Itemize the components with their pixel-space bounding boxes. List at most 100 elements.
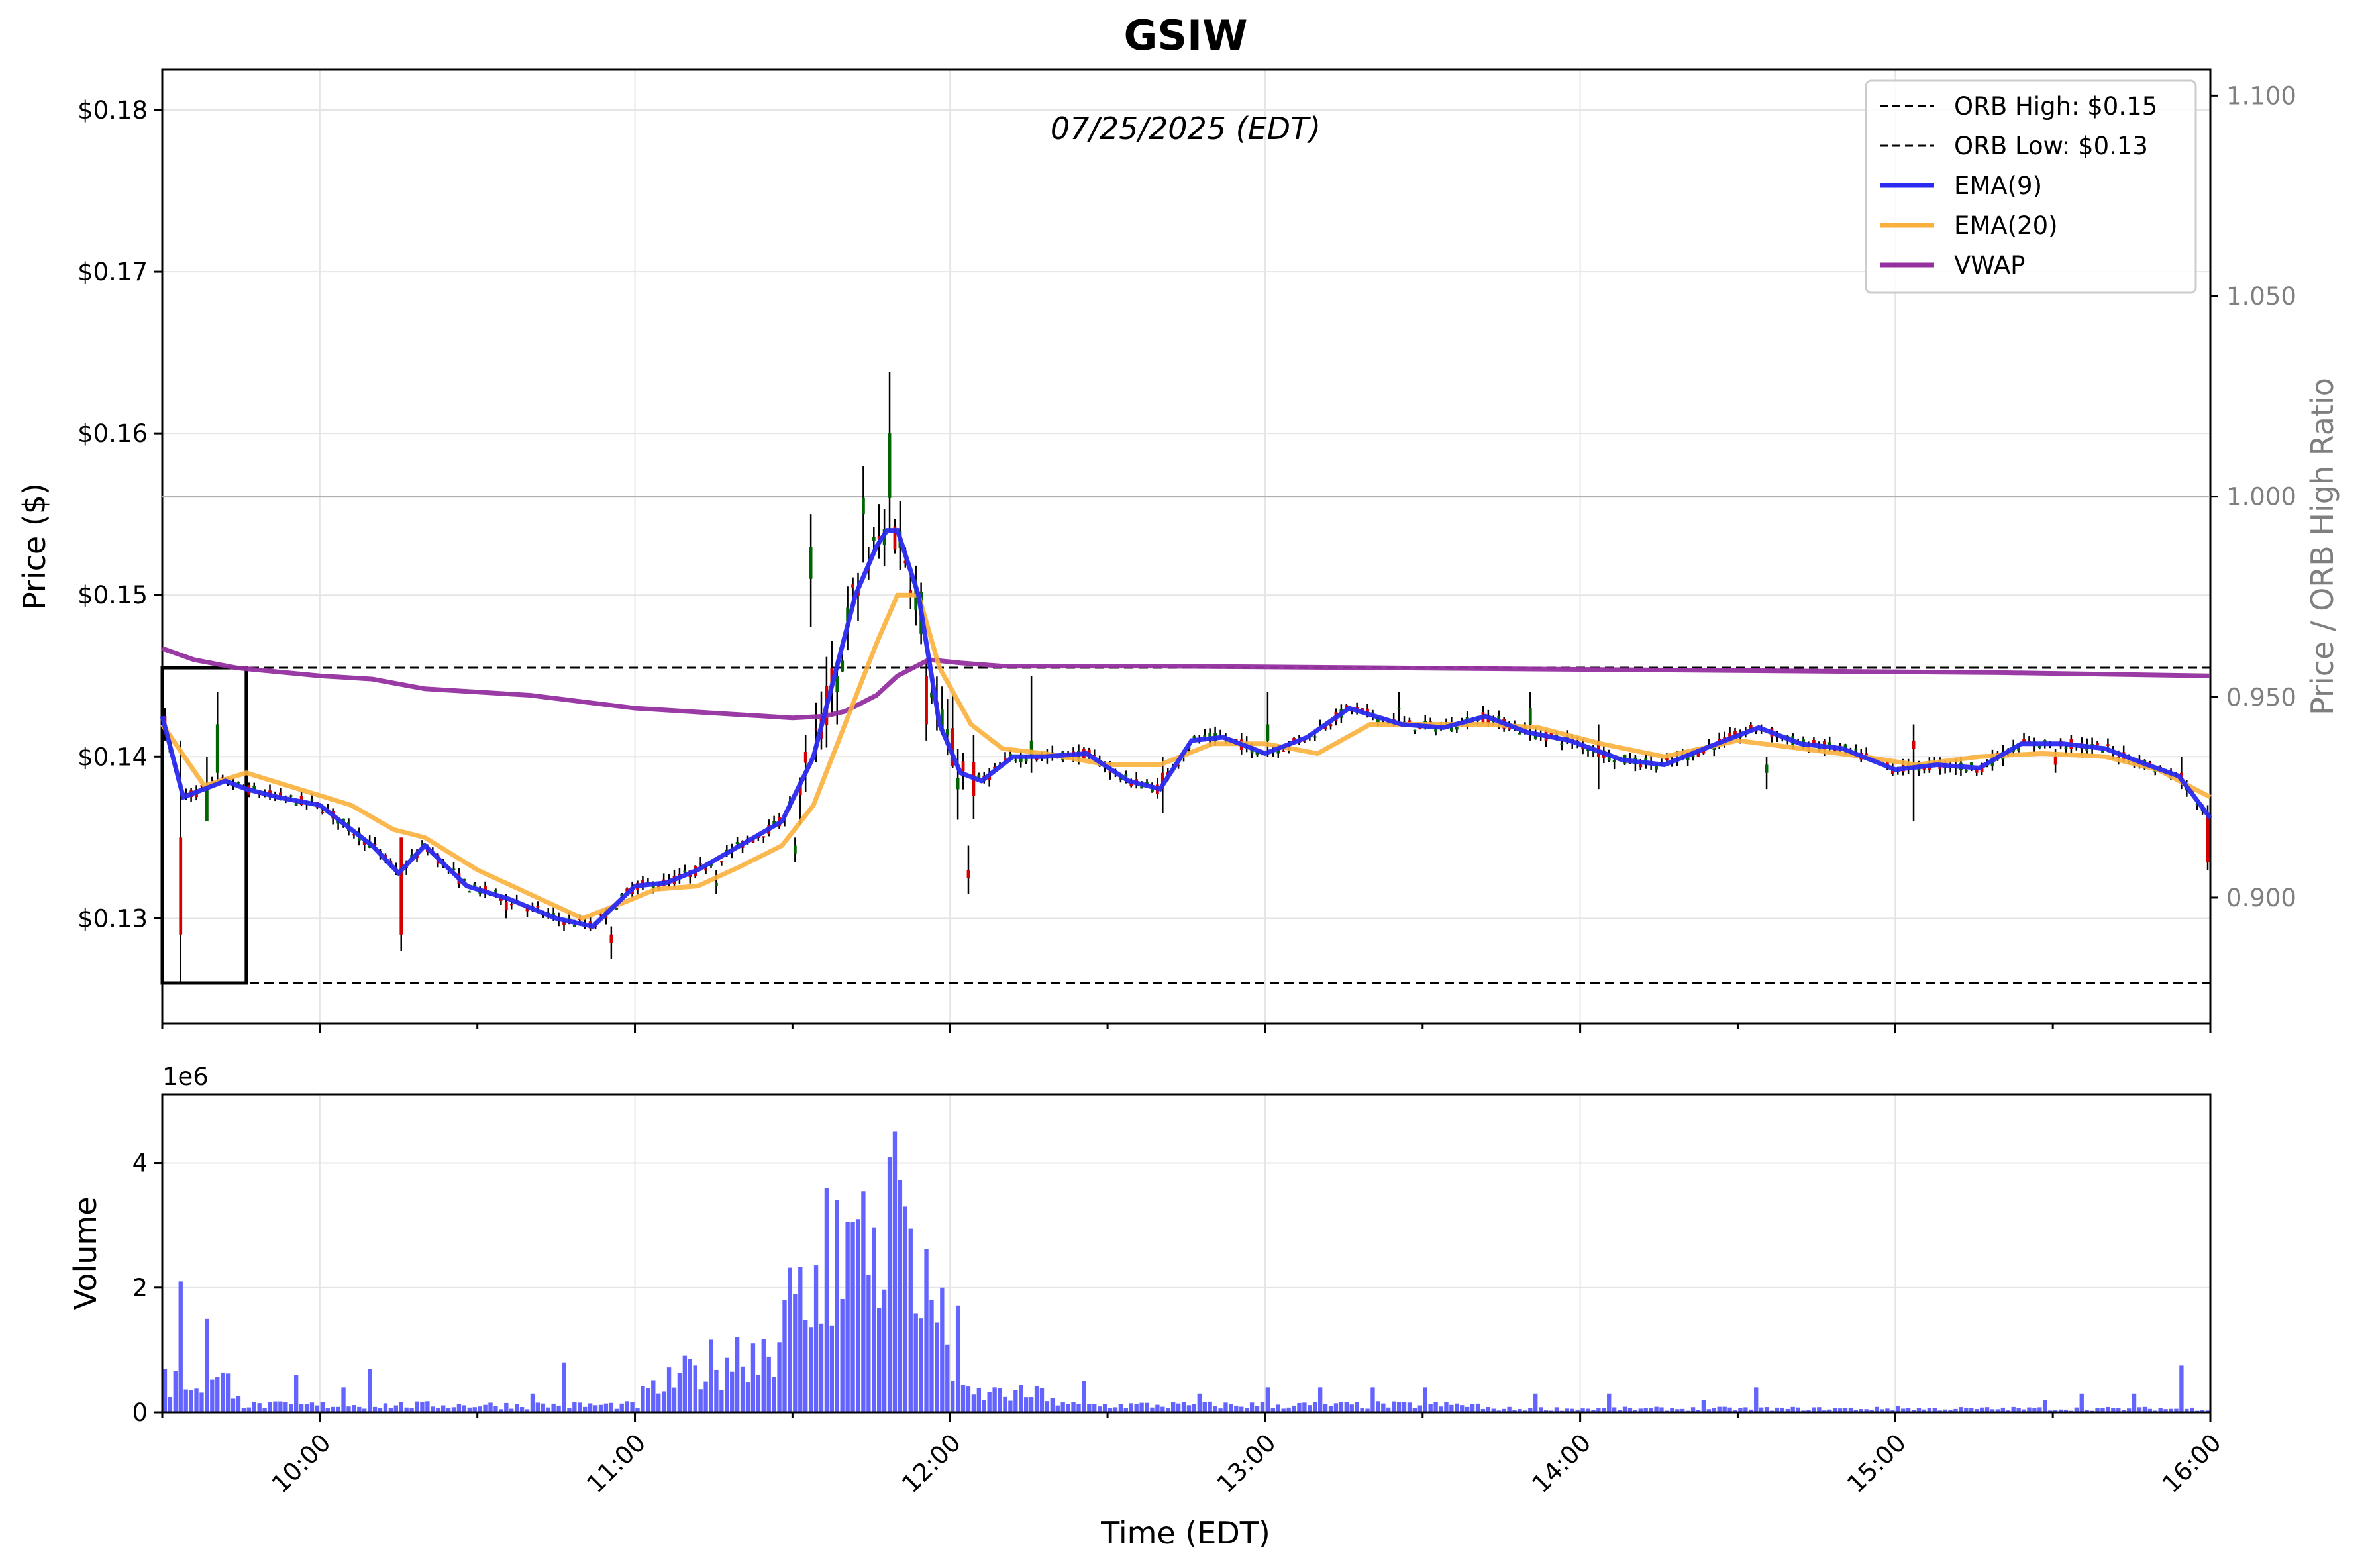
volume-bar: [331, 1406, 335, 1412]
volume-bar: [1270, 1408, 1275, 1412]
volume-bar: [1869, 1410, 1874, 1412]
volume-bar: [2147, 1408, 2152, 1412]
volume-bar: [1864, 1409, 1869, 1412]
volume-bar: [1060, 1402, 1065, 1412]
time-tick-label: 14:00: [1527, 1428, 1597, 1498]
candle-body: [1024, 758, 1028, 762]
candle-body: [1192, 736, 1196, 739]
candle-body: [205, 789, 209, 821]
candle-body: [2043, 740, 2047, 743]
volume-bar: [299, 1404, 304, 1412]
candle-body: [1843, 744, 1847, 749]
volume-bar: [535, 1402, 541, 1412]
candle-body: [321, 811, 325, 813]
volume-bar: [1297, 1402, 1302, 1412]
volume-bar: [1480, 1408, 1486, 1412]
volume-bar: [1370, 1387, 1375, 1412]
price-tick-label: $0.15: [77, 581, 148, 609]
volume-bar: [971, 1394, 976, 1412]
volume-bar: [1076, 1404, 1081, 1412]
volume-bar: [1218, 1408, 1223, 1412]
volume-bar: [782, 1300, 787, 1412]
volume-bar: [2043, 1400, 2047, 1412]
volume-bar: [1349, 1404, 1354, 1412]
volume-bar: [189, 1390, 193, 1412]
volume-bar: [225, 1373, 231, 1412]
volume-bar: [872, 1227, 876, 1412]
price-tick-label: $0.17: [77, 258, 148, 286]
candle-body: [966, 870, 970, 878]
candle-body: [1749, 725, 1753, 729]
candle-body: [699, 863, 703, 865]
volume-tick-label: 4: [132, 1149, 148, 1178]
volume-bar: [352, 1405, 356, 1412]
volume-bar: [1922, 1409, 1927, 1412]
volume-bar: [1975, 1409, 1979, 1412]
volume-bar: [1333, 1403, 1339, 1412]
volume-bar: [1607, 1393, 1612, 1412]
volume-bar: [1580, 1408, 1585, 1412]
volume-bar: [1249, 1402, 1255, 1412]
candle-body: [961, 761, 965, 772]
volume-bar: [383, 1403, 388, 1412]
volume-bar: [913, 1313, 918, 1412]
volume-bar: [1460, 1405, 1465, 1412]
volume-bar: [283, 1402, 288, 1412]
volume-bar: [1428, 1404, 1433, 1412]
volume-bar: [935, 1322, 939, 1412]
volume-bar: [703, 1381, 708, 1412]
volume-bar: [572, 1402, 577, 1412]
candle-body: [1696, 751, 1700, 757]
volume-bar: [1245, 1408, 1249, 1412]
volume-bar: [603, 1403, 609, 1412]
volume-bar: [1953, 1408, 1958, 1412]
candle-body: [609, 934, 613, 943]
volume-bar: [1717, 1406, 1722, 1412]
volume-bar: [987, 1392, 992, 1412]
volume-bar: [1186, 1405, 1192, 1412]
candle-body: [1612, 760, 1616, 762]
volume-bar: [462, 1405, 467, 1412]
price-tick-label: $0.18: [77, 96, 148, 125]
volume-bar: [656, 1393, 661, 1412]
volume-bar: [1832, 1408, 1837, 1412]
candle-body: [1176, 764, 1180, 766]
volume-bar: [1423, 1387, 1427, 1412]
price-tick-label: $0.16: [77, 419, 148, 448]
volume-bar: [1843, 1408, 1848, 1412]
volume-bar: [1649, 1408, 1653, 1412]
volume-bar: [725, 1357, 729, 1412]
volume-bar: [635, 1408, 640, 1412]
volume-bar: [1880, 1409, 1884, 1412]
volume-bar: [1591, 1410, 1596, 1412]
volume-bar: [892, 1131, 898, 1412]
ratio-tick-label: 1.000: [2226, 483, 2296, 511]
price-y-axis-title: Price ($): [17, 483, 52, 610]
volume-bar: [320, 1402, 325, 1412]
volume-bar: [378, 1408, 383, 1412]
volume-bar: [1339, 1402, 1344, 1412]
volume-bar: [1984, 1407, 1990, 1412]
volume-bar: [1780, 1407, 1785, 1412]
volume-bar: [745, 1382, 750, 1412]
volume-bar: [882, 1289, 887, 1412]
volume-bar: [1344, 1402, 1349, 1412]
volume-bar: [2037, 1407, 2042, 1412]
volume-bar: [1738, 1408, 1743, 1412]
volume-bar: [2095, 1408, 2100, 1412]
volume-bar: [840, 1298, 845, 1412]
volume-bar: [1129, 1403, 1133, 1412]
candle-body: [1345, 705, 1349, 708]
volume-bar: [493, 1406, 498, 1412]
volume-bar: [293, 1375, 299, 1412]
candle-body: [798, 786, 802, 796]
volume-bar: [304, 1404, 309, 1412]
volume-bar: [588, 1403, 593, 1412]
volume-bar: [1234, 1405, 1239, 1412]
volume-bar: [1181, 1402, 1186, 1412]
volume-bar: [1281, 1408, 1286, 1412]
candle-body: [494, 889, 497, 892]
volume-bar: [1518, 1408, 1522, 1412]
volume-bar: [819, 1323, 824, 1412]
volume-bar: [682, 1355, 688, 1412]
